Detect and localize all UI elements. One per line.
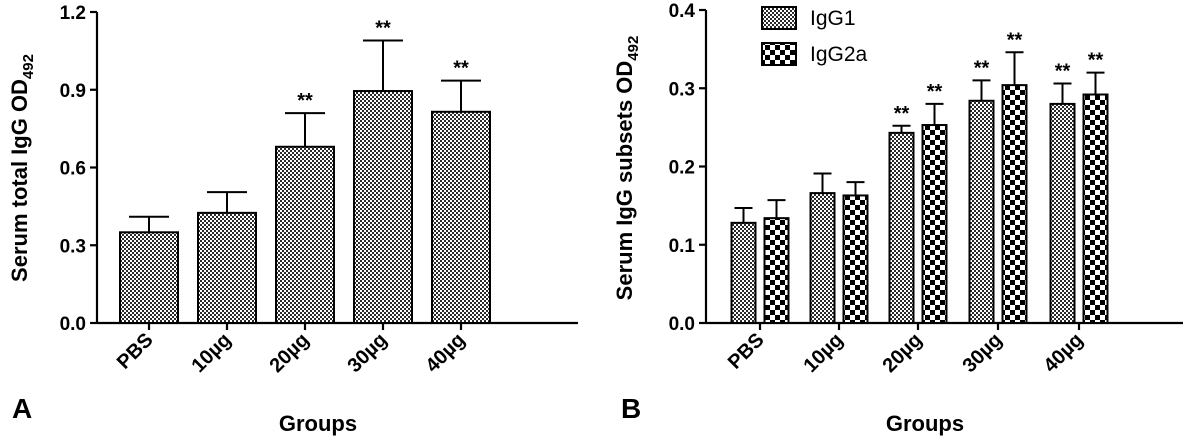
y-tick-label: 1.2	[60, 3, 86, 24]
legend-label-igg2a: IgG2a	[810, 43, 868, 66]
y-tick-label: 0.0	[60, 314, 86, 335]
bar	[763, 217, 790, 325]
significance-marker: **	[453, 58, 469, 80]
x-tick-label: 20µg	[265, 329, 313, 377]
significance-marker: **	[894, 103, 910, 125]
significance-marker: **	[297, 90, 313, 112]
significance-marker: **	[1055, 61, 1071, 83]
legend-item-igg1: IgG1	[761, 6, 856, 30]
significance-marker: **	[375, 18, 391, 40]
bar	[809, 192, 836, 324]
legend-swatch-igg1	[761, 6, 797, 30]
x-tick-label: 30µg	[958, 329, 1006, 377]
bar	[968, 99, 995, 324]
x-tick-label: 40µg	[421, 329, 469, 377]
x-tick-label: 10µg	[187, 329, 235, 377]
y-tick-label: 0.3	[669, 79, 695, 100]
panel-b-legend: IgG1 IgG2a	[761, 6, 868, 66]
y-tick-label: 0.3	[60, 236, 86, 257]
x-tick-label: PBS	[724, 329, 769, 374]
bar	[431, 110, 491, 325]
panel-a-x-axis-title: Groups	[279, 411, 357, 436]
panel-a-chart: 0.00.30.60.91.2 PBS 10µg 20µg 30µg 40µg ****…	[7, 3, 578, 436]
x-tick-label: 40µg	[1039, 329, 1087, 377]
panel-a-x-axis: PBS 10µg 20µg 30µg 40µg	[97, 321, 578, 377]
y-tick-label: 0.0	[669, 314, 695, 335]
y-tick-label: 0.2	[669, 158, 695, 179]
panel-b-label: B	[621, 393, 641, 424]
panel-b-y-axis-title: Serum IgG subsets OD492	[612, 36, 642, 301]
panel-a-y-axis: 0.0 0.3 0.6 0.9 1.2	[60, 3, 99, 335]
y-tick-label: 0.6	[60, 159, 86, 180]
significance-marker: **	[927, 81, 943, 103]
x-tick-label: 30µg	[343, 329, 391, 377]
legend-item-igg2a: IgG2a	[761, 42, 868, 66]
x-tick-label: 10µg	[799, 329, 847, 377]
bar	[119, 231, 179, 325]
y-tick-label: 0.9	[60, 81, 86, 102]
x-tick-label: PBS	[113, 329, 158, 374]
panel-a-label: A	[12, 393, 32, 424]
significance-marker: **	[974, 57, 990, 79]
bar	[197, 211, 257, 325]
significance-marker: **	[1088, 50, 1104, 72]
bar	[353, 90, 413, 324]
significance-marker: **	[1007, 29, 1023, 51]
y-tick-label: 0.1	[669, 236, 696, 257]
bar	[1001, 84, 1028, 325]
panel-a-y-axis-title: Serum total IgG OD492	[7, 54, 37, 282]
bar	[842, 194, 869, 324]
panel-b-chart: 0.00.10.20.30.4 PBS 10µg 20µg 30µg 40µg ****…	[612, 1, 1183, 436]
bar	[921, 124, 948, 324]
bar	[1049, 102, 1076, 325]
bar	[1082, 93, 1109, 325]
bar	[888, 131, 915, 324]
panel-b-bars: ** ** ** ** ** **	[730, 29, 1109, 325]
legend-swatch-igg2a	[761, 42, 797, 66]
legend-label-igg1: IgG1	[810, 7, 856, 30]
panel-b-x-axis-title: Groups	[886, 411, 964, 436]
y-tick-label: 0.4	[669, 1, 696, 22]
panel-b-y-axis: 0.0 0.1 0.2 0.3 0.4	[669, 1, 708, 335]
bar	[275, 145, 335, 324]
panel-a-bars: ** ** **	[119, 18, 491, 325]
x-tick-label: 20µg	[878, 329, 926, 377]
panel-b-x-axis: PBS 10µg 20µg 30µg 40µg	[706, 321, 1183, 377]
bar	[730, 221, 757, 324]
